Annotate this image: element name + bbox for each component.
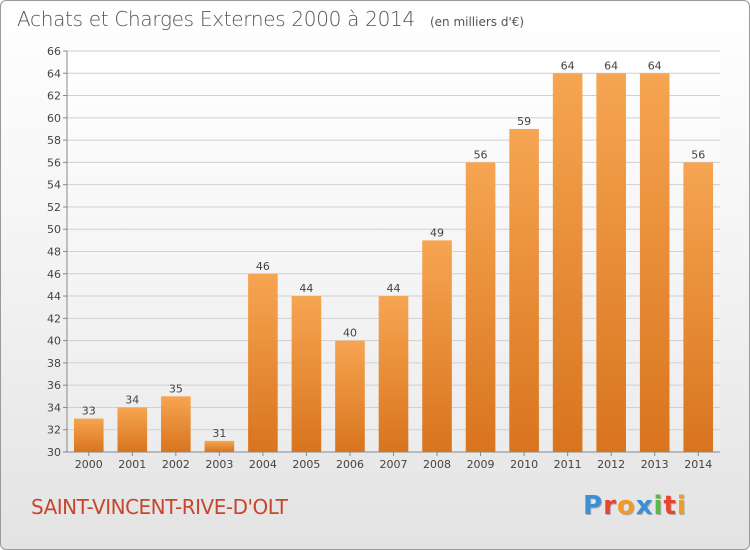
y-tick-label: 52	[47, 201, 61, 214]
data-label: 44	[387, 282, 401, 295]
logo-letter: r	[603, 491, 617, 521]
data-label: 64	[561, 59, 575, 72]
y-tick-label: 34	[47, 401, 61, 414]
x-tick-label: 2006	[336, 458, 364, 471]
x-tick-label: 2003	[205, 458, 233, 471]
y-tick-label: 54	[47, 179, 61, 192]
data-label: 56	[474, 148, 488, 161]
logo-letter: t	[663, 491, 677, 521]
data-label: 33	[82, 405, 96, 418]
logo-letter: P	[583, 491, 604, 521]
bar-2000	[73, 418, 104, 452]
x-tick-label: 2011	[554, 458, 582, 471]
y-tick-label: 30	[47, 446, 61, 459]
y-axis: 30 32 34 36 38 40 42 44 46 48 50 52 54 56 58 60 62 64 66	[47, 45, 68, 459]
bar-2014	[683, 162, 714, 452]
chart-header: Achats et Charges Externes 2000 à 2014 (…	[17, 7, 524, 31]
chart-subtitle: (en milliers d'€)	[429, 15, 525, 29]
data-label: 40	[343, 327, 357, 340]
data-label: 44	[299, 282, 313, 295]
data-label: 31	[212, 427, 226, 440]
proxiti-logo[interactable]: Proxiti	[583, 491, 687, 521]
bars	[73, 73, 714, 453]
y-tick-label: 56	[47, 156, 61, 169]
y-tick-label: 38	[47, 357, 61, 370]
y-tick-label: 40	[47, 335, 61, 348]
data-label: 35	[169, 382, 183, 395]
x-tick-label: 2014	[684, 458, 712, 471]
logo-letter: x	[635, 491, 654, 521]
x-tick-label: 2000	[75, 458, 103, 471]
logo-letter: o	[616, 491, 636, 521]
x-tick-label: 2004	[249, 458, 277, 471]
bar-2011	[552, 73, 583, 453]
y-tick-label: 36	[47, 379, 61, 392]
bar-2006	[335, 340, 365, 452]
data-label: 64	[604, 59, 618, 72]
x-tick-label: 2010	[510, 458, 538, 471]
y-tick-label: 58	[47, 134, 61, 147]
x-tick-label: 2002	[162, 458, 190, 471]
y-tick-label: 50	[47, 223, 61, 236]
bar-2005	[291, 296, 322, 452]
y-tick-label: 60	[47, 112, 61, 125]
x-tick-label: 2005	[292, 458, 320, 471]
y-tick-label: 48	[47, 246, 61, 259]
bar-2004	[248, 273, 278, 452]
bar-2013	[639, 73, 670, 453]
data-label: 56	[691, 148, 705, 161]
chart-title: Achats et Charges Externes 2000 à 2014	[17, 7, 415, 31]
bar-2001	[117, 407, 148, 452]
y-tick-label: 62	[47, 90, 61, 103]
data-label: 59	[517, 115, 531, 128]
y-tick-label: 46	[47, 268, 61, 281]
x-axis: 2000 2001 2002 2003 2004 2005 2006 2007 2008 2009…	[67, 451, 720, 471]
x-tick-label: 2012	[597, 458, 625, 471]
y-tick-label: 64	[47, 67, 61, 80]
bar-2003	[204, 440, 235, 452]
logo-letter: i	[676, 491, 687, 521]
y-tick-label: 42	[47, 312, 61, 325]
bar-2009	[465, 162, 496, 452]
x-tick-label: 2009	[467, 458, 495, 471]
y-tick-label: 32	[47, 424, 61, 437]
y-tick-label: 44	[47, 290, 61, 303]
commune-name: SAINT-VINCENT-RIVE-D'OLT	[31, 495, 288, 519]
data-label: 46	[256, 260, 270, 273]
logo-letter: i	[653, 491, 664, 521]
bar-2002	[161, 396, 191, 452]
data-label: 49	[430, 226, 444, 239]
bar-2012	[596, 73, 626, 453]
x-tick-label: 2001	[118, 458, 146, 471]
bar-2007	[378, 296, 409, 452]
x-tick-label: 2008	[423, 458, 451, 471]
data-label: 64	[648, 59, 662, 72]
y-tick-label: 66	[47, 45, 61, 58]
x-tick-label: 2007	[380, 458, 408, 471]
data-label: 34	[125, 393, 139, 406]
data-labels: 33 34 35 31 46 44 40 44 49 56 59 64 64 64 56	[82, 59, 705, 440]
bar-2008	[422, 240, 452, 452]
bar-2010	[509, 128, 539, 452]
x-tick-label: 2013	[641, 458, 669, 471]
